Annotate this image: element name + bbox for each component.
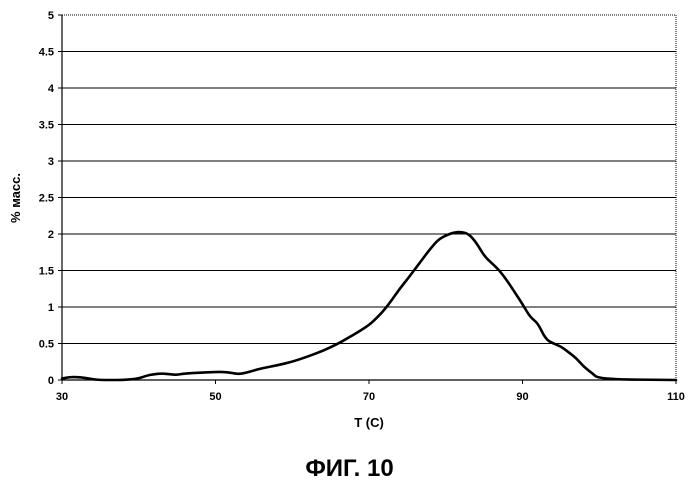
- y-tick-label: 1.5: [39, 266, 54, 278]
- x-tick-label: 30: [56, 391, 68, 403]
- x-tick-label: 50: [209, 391, 221, 403]
- y-tick-label: 4: [48, 83, 55, 95]
- figure-caption: ФИГ. 10: [0, 455, 699, 483]
- y-tick-label: 5: [48, 10, 54, 22]
- x-tick-label: 90: [516, 391, 528, 403]
- y-tick-label: 3: [48, 156, 54, 168]
- x-axis-title: T (C): [354, 415, 384, 430]
- y-tick-label: 4.5: [39, 47, 54, 59]
- y-tick-label: 1: [48, 302, 54, 314]
- chart: 00.511.522.533.544.55 30507090110 T (C) …: [0, 0, 699, 450]
- x-ticks: 30 50 70 90 110: [56, 380, 685, 403]
- y-axis-title: % масс.: [8, 173, 23, 223]
- y-tick-label: 0.5: [39, 339, 54, 351]
- y-tick-label: 2.5: [39, 193, 54, 205]
- y-tick-label: 3.5: [39, 120, 54, 132]
- y-ticks: 0 0.5 1 1.5 2 2.5 3 3.5 4 4.5 5: [39, 10, 62, 387]
- x-tick-label: 110: [667, 391, 685, 403]
- y-tick-label: 0: [48, 375, 54, 387]
- y-tick-label: 2: [48, 229, 54, 241]
- x-tick-label: 70: [363, 391, 375, 403]
